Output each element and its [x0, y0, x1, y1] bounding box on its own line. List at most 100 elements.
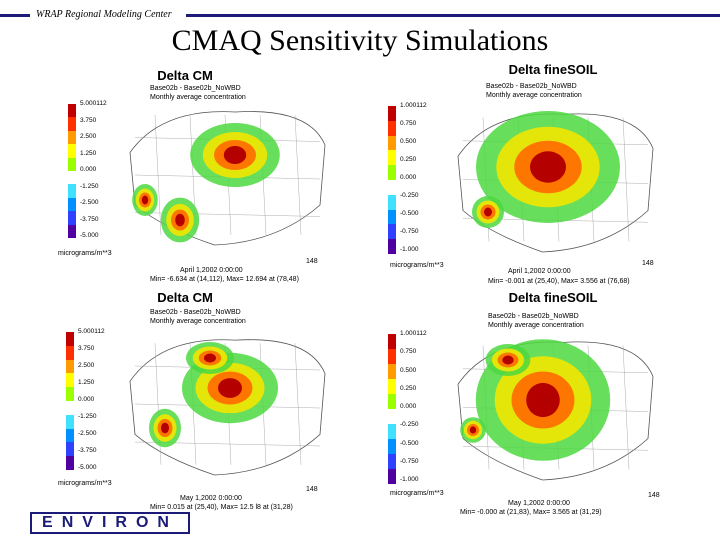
color-scale-bar: [68, 104, 76, 238]
color-scale-labels: 1.000112 0.750 0.500 0.250 0.000 -0.250 -0.50…: [400, 102, 427, 253]
panel-title: Delta CM: [157, 290, 213, 305]
panel-subtitle: Base02b - Base02b_NoWBD Monthly average c…: [486, 83, 582, 99]
environ-logo: ENVIRON: [30, 512, 190, 534]
date-label: April 1,2002 0:00:00: [508, 268, 571, 275]
color-scale-swatch: [388, 150, 396, 166]
color-scale-tick: 3.750: [78, 345, 95, 352]
color-scale-bar: [388, 106, 396, 254]
color-scale-swatch: [388, 394, 396, 409]
color-scale-swatch: [66, 442, 74, 457]
color-scale-tick: 0.750: [400, 120, 417, 127]
state-line: [154, 114, 162, 236]
color-scale-bar: [388, 334, 396, 484]
color-scale-tick: 0.000: [400, 174, 417, 181]
color-scale-tick: -5.000: [80, 232, 99, 239]
color-scale-tick: -3.750: [78, 447, 97, 454]
color-scale-swatch: [66, 387, 74, 401]
state-line: [294, 114, 302, 236]
color-scale-tick: -2.500: [80, 199, 99, 206]
x-end-label: 148: [306, 486, 318, 493]
color-scale-swatch: [388, 165, 396, 180]
color-scale-swatch: [388, 179, 396, 195]
panel-title: Delta fineSOIL: [508, 290, 598, 305]
color-scale-swatch: [388, 424, 396, 439]
color-scale-swatch: [388, 209, 396, 225]
color-scale-tick: -2.500: [78, 430, 97, 437]
state-line: [294, 343, 302, 465]
color-scale-tick: -0.250: [400, 421, 419, 429]
color-scale-swatch: [68, 224, 76, 238]
header-org: WRAP Regional Modeling Center: [36, 9, 172, 20]
panel-may-cm: Delta CM Base02b - Base02b_NoWBD Monthly …: [40, 290, 370, 530]
stats-label: Min= -0.000 at (21,83), Max= 3.565 at (3…: [460, 509, 602, 516]
color-scale-tick: 0.000: [400, 403, 417, 410]
color-scale-swatch: [388, 469, 396, 484]
concentration-band-peak: [161, 422, 169, 434]
stats-label: Min= -0.001 at (25,40), Max= 3.556 at (7…: [488, 278, 630, 285]
color-scale-tick: -1.250: [80, 182, 99, 190]
header-rule-right: [186, 14, 720, 17]
color-scale-swatch: [388, 334, 396, 349]
color-scale-swatch: [66, 400, 74, 415]
color-scale-labels: 5.000112 3.750 2.500 1.250 0.000 -1.250 -2.50…: [78, 328, 105, 471]
concentration-band-peak: [469, 426, 477, 434]
panel-title: Delta CM: [157, 68, 213, 83]
color-scale-tick: -0.500: [400, 210, 419, 217]
color-scale-swatch: [68, 157, 76, 171]
color-scale-swatch: [68, 197, 76, 212]
color-scale-tick: 0.250: [400, 156, 417, 163]
color-scale-tick: -1.000: [400, 476, 419, 483]
color-scale-tick: 0.500: [400, 138, 417, 145]
x-end-label: 148: [648, 492, 660, 499]
color-scale-swatch: [68, 104, 76, 118]
concentration-band-peak: [141, 195, 149, 205]
color-scale-tick: -1.000: [400, 246, 419, 253]
color-scale-swatch: [388, 379, 396, 394]
color-scale-swatch: [388, 349, 396, 364]
header-rule-left: [0, 14, 30, 17]
panel-apr-finesoil: Delta fineSOIL Base02b - Base02b_NoWBD Mo…: [378, 62, 708, 302]
concentration-band-peak: [218, 378, 242, 398]
concentration-band-peak: [526, 382, 560, 418]
units-label: micrograms/m**3: [58, 250, 112, 257]
concentration-map: [457, 339, 654, 481]
panel-title: Delta fineSOIL: [508, 62, 598, 77]
color-scale-tick: 2.500: [80, 133, 97, 140]
color-scale-swatch: [68, 170, 76, 185]
units-label: micrograms/m**3: [390, 490, 444, 497]
color-scale-swatch: [66, 428, 74, 443]
color-scale-tick: -0.750: [400, 457, 419, 465]
color-scale-swatch: [66, 414, 74, 429]
date-label: April 1,2002 0:00:00: [180, 267, 243, 274]
concentration-band-peak: [175, 213, 185, 227]
date-label: May 1,2002 0:00:00: [508, 500, 570, 507]
color-scale-swatch: [68, 184, 76, 198]
color-scale-swatch: [388, 439, 396, 454]
color-scale-swatch: [68, 211, 76, 225]
concentration-band-peak: [204, 353, 216, 363]
concentration-band-peak: [484, 207, 492, 217]
page-title: CMAQ Sensitivity Simulations: [171, 24, 549, 57]
concentration-band-peak: [502, 355, 514, 365]
concentration-band-peak: [223, 146, 247, 164]
state-line: [622, 345, 630, 470]
color-scale-swatch: [388, 224, 396, 240]
color-scale-swatch: [66, 373, 74, 388]
color-scale-swatch: [388, 364, 396, 379]
date-label: May 1,2002 0:00:00: [180, 495, 242, 502]
color-scale-tick: 0.500: [400, 366, 417, 374]
color-scale-bar: [66, 332, 74, 470]
x-end-label: 148: [306, 258, 318, 265]
color-scale-tick: -0.750: [400, 228, 419, 235]
color-scale-swatch: [388, 194, 396, 210]
units-label: micrograms/m**3: [58, 480, 112, 487]
units-label: micrograms/m**3: [390, 262, 444, 269]
color-scale-tick: 0.750: [400, 348, 417, 356]
color-scale-swatch: [388, 120, 396, 136]
stats-label: Min= 0.015 at (25,40), Max= 12.5 l8 at (…: [150, 504, 293, 511]
panel-apr-cm: Delta CM Base02b - Base02b_NoWBD Monthly …: [40, 62, 370, 302]
color-scale-swatch: [68, 117, 76, 131]
color-scale-tick: -0.500: [400, 439, 419, 447]
color-scale-tick: 3.750: [80, 116, 97, 124]
x-end-label: 148: [642, 260, 654, 267]
